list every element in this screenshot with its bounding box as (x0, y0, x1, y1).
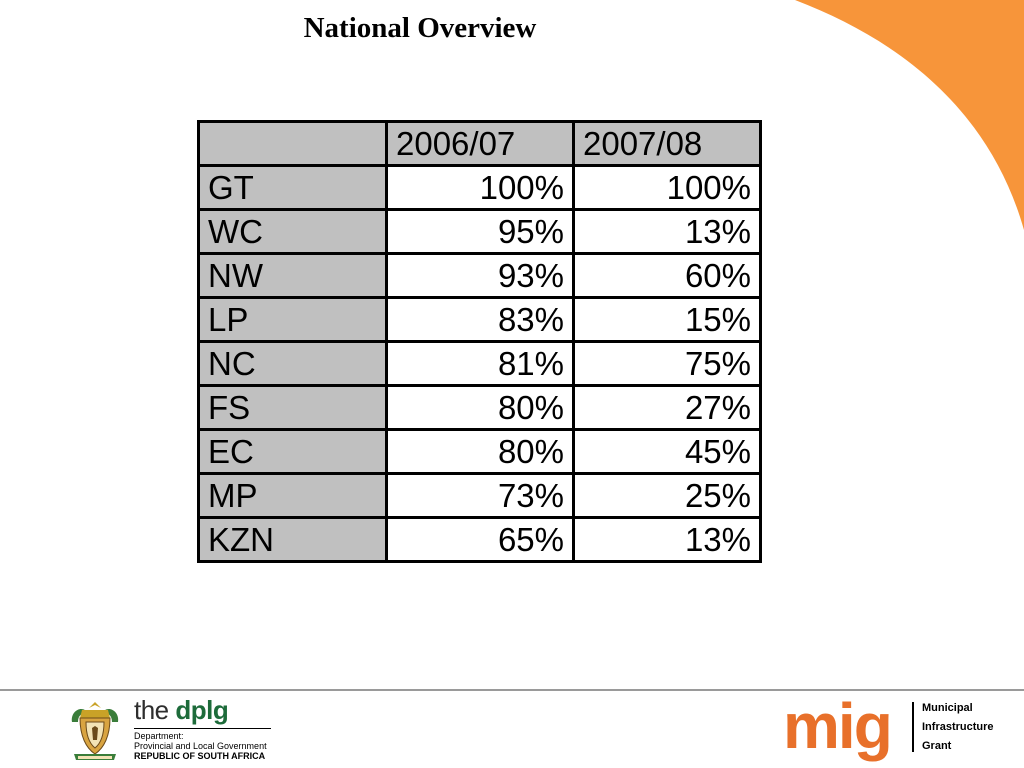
table-row: NC 81% 75% (197, 340, 762, 387)
province-cell: EC (197, 428, 388, 475)
province-cell: KZN (197, 516, 388, 563)
dplg-name-prefix: the (134, 695, 169, 725)
dplg-line-2: Provincial and Local Government (134, 741, 267, 751)
value-2006-07-cell: 93% (385, 252, 575, 299)
table-row: MP 73% 25% (197, 472, 762, 519)
province-cell: LP (197, 296, 388, 343)
value-2006-07-cell: 95% (385, 208, 575, 255)
column-header-2006-07: 2006/07 (385, 120, 575, 167)
footer-divider (0, 689, 1024, 691)
table-header-row: 2006/07 2007/08 (197, 120, 762, 167)
province-cell: WC (197, 208, 388, 255)
value-2007-08-cell: 13% (572, 516, 762, 563)
table-row: NW 93% 60% (197, 252, 762, 299)
value-2006-07-cell: 65% (385, 516, 575, 563)
value-2006-07-cell: 81% (385, 340, 575, 387)
table-row: FS 80% 27% (197, 384, 762, 431)
value-2007-08-cell: 75% (572, 340, 762, 387)
value-2007-08-cell: 25% (572, 472, 762, 519)
table-row: GT 100% 100% (197, 164, 762, 211)
province-cell: NC (197, 340, 388, 387)
dplg-name-bold: dplg (175, 695, 229, 725)
dplg-department-text: Department: Provincial and Local Governm… (134, 731, 267, 761)
value-2007-08-cell: 27% (572, 384, 762, 431)
value-2006-07-cell: 80% (385, 428, 575, 475)
mig-line-2: Infrastructure (922, 721, 994, 733)
value-2006-07-cell: 83% (385, 296, 575, 343)
dplg-line-3: REPUBLIC OF SOUTH AFRICA (134, 751, 266, 761)
table-row: LP 83% 15% (197, 296, 762, 343)
column-header-2007-08: 2007/08 (572, 120, 762, 167)
dplg-logo-text: the dplg (134, 694, 229, 726)
mig-logo-divider (912, 702, 914, 752)
province-cell: NW (197, 252, 388, 299)
value-2007-08-cell: 13% (572, 208, 762, 255)
province-cell: GT (197, 164, 388, 211)
coat-of-arms-icon (71, 702, 119, 760)
national-overview-table: 2006/07 2007/08 GT 100% 100% WC 95% 13% NW 93% 6… (197, 120, 762, 563)
value-2006-07-cell: 100% (385, 164, 575, 211)
table-row: KZN 65% 13% (197, 516, 762, 563)
value-2007-08-cell: 60% (572, 252, 762, 299)
province-cell: FS (197, 384, 388, 431)
value-2007-08-cell: 100% (572, 164, 762, 211)
mig-logo-caption: Municipal Infrastructure Grant (922, 699, 994, 756)
column-header-blank (197, 120, 388, 167)
table-row: WC 95% 13% (197, 208, 762, 255)
value-2006-07-cell: 80% (385, 384, 575, 431)
value-2007-08-cell: 15% (572, 296, 762, 343)
dplg-line-1: Department: (134, 731, 184, 741)
mig-line-3: Grant (922, 740, 952, 752)
slide-title: National Overview (303, 12, 537, 44)
dplg-underline (134, 728, 271, 729)
value-2007-08-cell: 45% (572, 428, 762, 475)
mig-line-1: Municipal (922, 702, 973, 714)
table-row: EC 80% 45% (197, 428, 762, 475)
value-2006-07-cell: 73% (385, 472, 575, 519)
province-cell: MP (197, 472, 388, 519)
mig-logo-word: mig (783, 690, 893, 762)
